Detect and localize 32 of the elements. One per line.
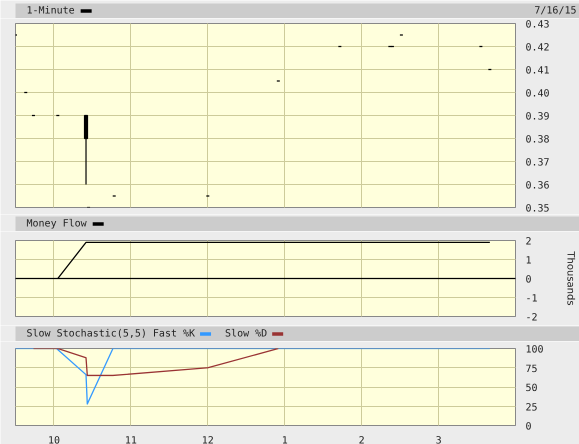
- y-tick-label: 1: [526, 256, 532, 266]
- x-tick-label: 1: [282, 436, 288, 444]
- y-axis-title: Thousands: [564, 250, 576, 306]
- y-tick-label: 0.36: [526, 180, 550, 192]
- legend-label: Slow %D: [225, 328, 268, 340]
- x-tick-label: 12: [202, 436, 214, 444]
- x-tick-label: 11: [124, 436, 137, 444]
- x-tick-label: 3: [436, 436, 442, 444]
- y-tick-label: 0.41: [526, 66, 550, 76]
- y-tick-label: 0.39: [526, 112, 550, 122]
- chart-title: 1-Minute: [26, 6, 75, 16]
- y-tick-label: 0.35: [526, 204, 550, 214]
- y-tick-label: 100: [526, 344, 544, 356]
- x-tick-label: 2: [358, 436, 365, 444]
- y-tick-label: 0: [526, 422, 532, 432]
- y-tick-label: 50: [526, 383, 538, 394]
- chart-title: Slow Stochastic(5,5): [26, 328, 147, 340]
- legend-label: Fast %K: [152, 328, 196, 340]
- x-tick-label: 10: [48, 436, 60, 444]
- y-tick-label: 0.37: [526, 158, 550, 168]
- y-tick-label: 0.43: [526, 20, 550, 30]
- y-tick-label: 25: [526, 402, 538, 414]
- y-tick-label: 0.42: [526, 42, 550, 54]
- y-tick-label: 0.38: [526, 134, 550, 146]
- text: 7/16/15: [534, 6, 577, 16]
- y-tick-label: 0: [526, 274, 532, 286]
- y-tick-label: 75: [526, 364, 538, 375]
- y-tick-label: -1: [526, 294, 538, 304]
- y-tick-label: 2: [526, 236, 532, 248]
- y-tick-label: -2: [526, 312, 538, 324]
- y-tick-label: 0.40: [526, 88, 550, 100]
- chart-title: Money Flow: [26, 218, 88, 230]
